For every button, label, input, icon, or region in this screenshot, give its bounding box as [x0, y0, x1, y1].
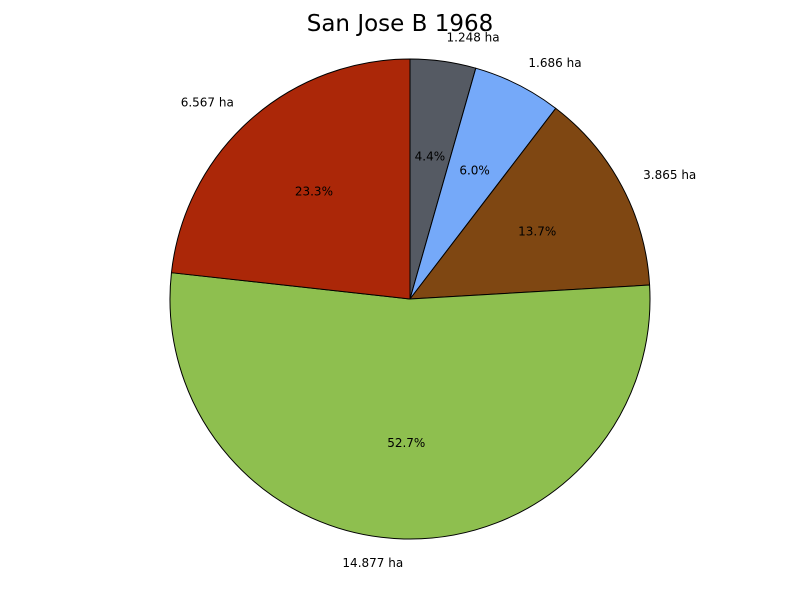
- slice-label-2: 3.865 ha: [643, 168, 696, 182]
- slice-percent-1: 6.0%: [459, 163, 490, 177]
- slice-label-1: 1.686 ha: [528, 56, 581, 70]
- pie-slices: [169, 58, 651, 540]
- slice-percent-4: 23.3%: [295, 185, 333, 199]
- slice-label-0: 1.248 ha: [447, 31, 500, 45]
- chart-title: San Jose B 1968: [307, 11, 494, 37]
- pie-slice-3: [169, 272, 651, 540]
- slice-percent-2: 13.7%: [518, 224, 556, 238]
- pie-slice-2: [409, 107, 651, 300]
- pie-slice-4: [170, 58, 411, 300]
- slice-label-3: 14.877 ha: [342, 556, 403, 570]
- pie-labels: 1.248 ha 4.4% 1.686 ha 6.0% 3.865 ha 13.7% 14.…: [181, 31, 697, 570]
- slice-percent-0: 4.4%: [415, 149, 446, 163]
- slice-percent-3: 52.7%: [387, 436, 425, 450]
- slice-label-4: 6.567 ha: [181, 95, 234, 109]
